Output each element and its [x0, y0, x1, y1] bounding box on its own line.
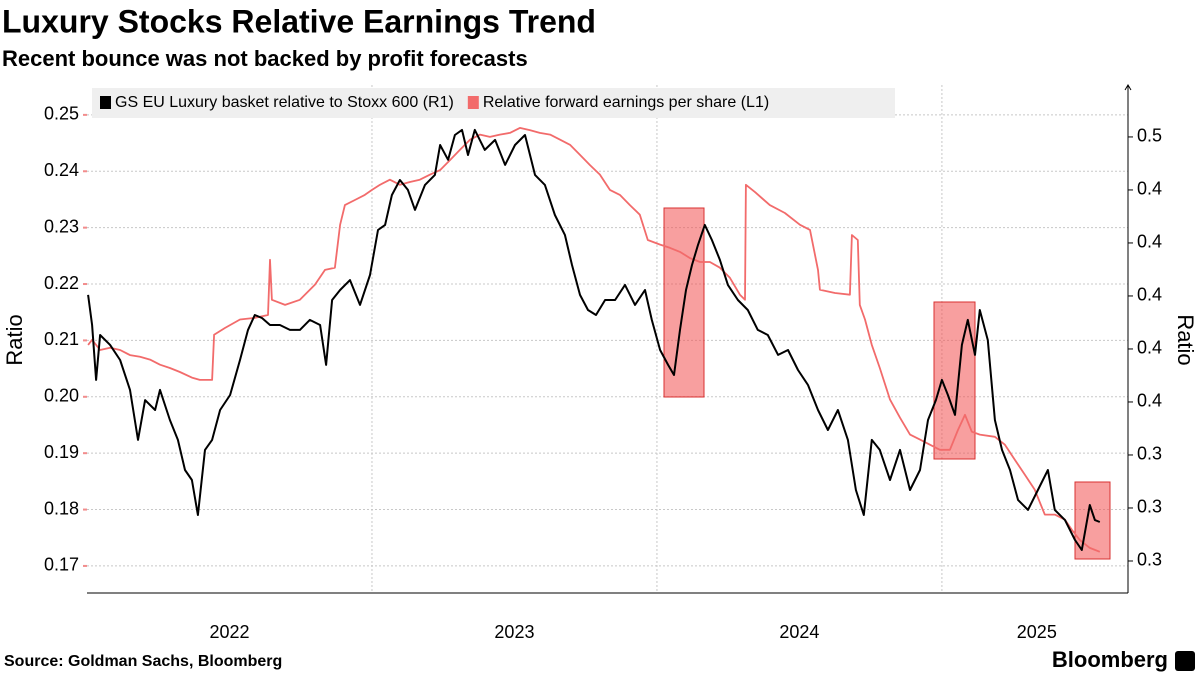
chart-title: Luxury Stocks Relative Earnings Trend — [2, 3, 596, 39]
legend-label: Relative forward earnings per share (L1) — [483, 94, 769, 111]
y2-tick-label: 0.4 — [1137, 285, 1162, 305]
legend-swatch — [100, 96, 111, 109]
x-tick-label: 2024 — [779, 622, 819, 642]
y2-tick-label: 0.4 — [1137, 338, 1162, 358]
x-tick-label: 2023 — [494, 622, 534, 642]
legend: GS EU Luxury basket relative to Stoxx 60… — [92, 88, 895, 118]
y-tick-label: 0.24 — [44, 160, 79, 180]
y-tick-label: 0.25 — [44, 104, 79, 124]
y-tick-label: 0.23 — [44, 216, 79, 236]
legend-label: GS EU Luxury basket relative to Stoxx 60… — [115, 94, 454, 111]
y-tick-label: 0.22 — [44, 273, 79, 293]
y2-axis-label: Ratio — [1173, 314, 1198, 365]
x-tick-label: 2022 — [209, 622, 249, 642]
brand-icon — [1175, 651, 1195, 671]
y2-tick-label: 0.3 — [1137, 550, 1162, 570]
y-tick-label: 0.19 — [44, 442, 79, 462]
series-line — [87, 128, 1101, 551]
series-line — [87, 127, 1101, 553]
y-tick-label: 0.20 — [44, 386, 79, 406]
legend-swatch — [467, 96, 479, 109]
y-tick-label: 0.21 — [44, 329, 79, 349]
chart-subtitle: Recent bounce was not backed by profit f… — [2, 46, 528, 71]
y2-tick-label: 0.4 — [1137, 179, 1162, 199]
brand: Bloomberg — [1052, 647, 1168, 672]
y2-tick-label: 0.5 — [1137, 126, 1162, 146]
y-tick-label: 0.17 — [44, 555, 79, 575]
y2-tick-label: 0.3 — [1137, 497, 1162, 517]
highlight-box — [1074, 481, 1111, 560]
y-axis-label: Ratio — [2, 314, 27, 365]
y2-tick-label: 0.4 — [1137, 391, 1162, 411]
axis-arrow — [1124, 84, 1132, 91]
source: Source: Goldman Sachs, Bloomberg — [4, 653, 282, 670]
y-tick-label: 0.18 — [44, 498, 79, 518]
x-tick-label: 2025 — [1017, 622, 1057, 642]
legend-background — [92, 88, 895, 118]
y2-tick-label: 0.4 — [1137, 232, 1162, 252]
y2-tick-label: 0.3 — [1137, 444, 1162, 464]
